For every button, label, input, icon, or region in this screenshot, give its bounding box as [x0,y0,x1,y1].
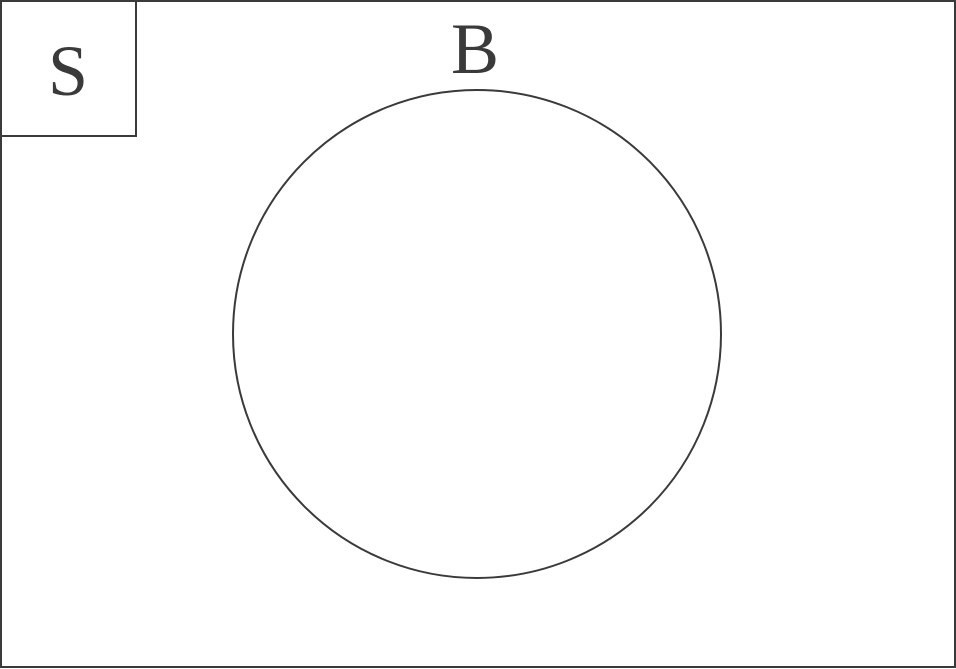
set-b-circle [232,89,722,579]
set-b-label: B [451,9,499,89]
universal-set-label: S [48,31,88,111]
universal-set-label-box [0,0,137,137]
